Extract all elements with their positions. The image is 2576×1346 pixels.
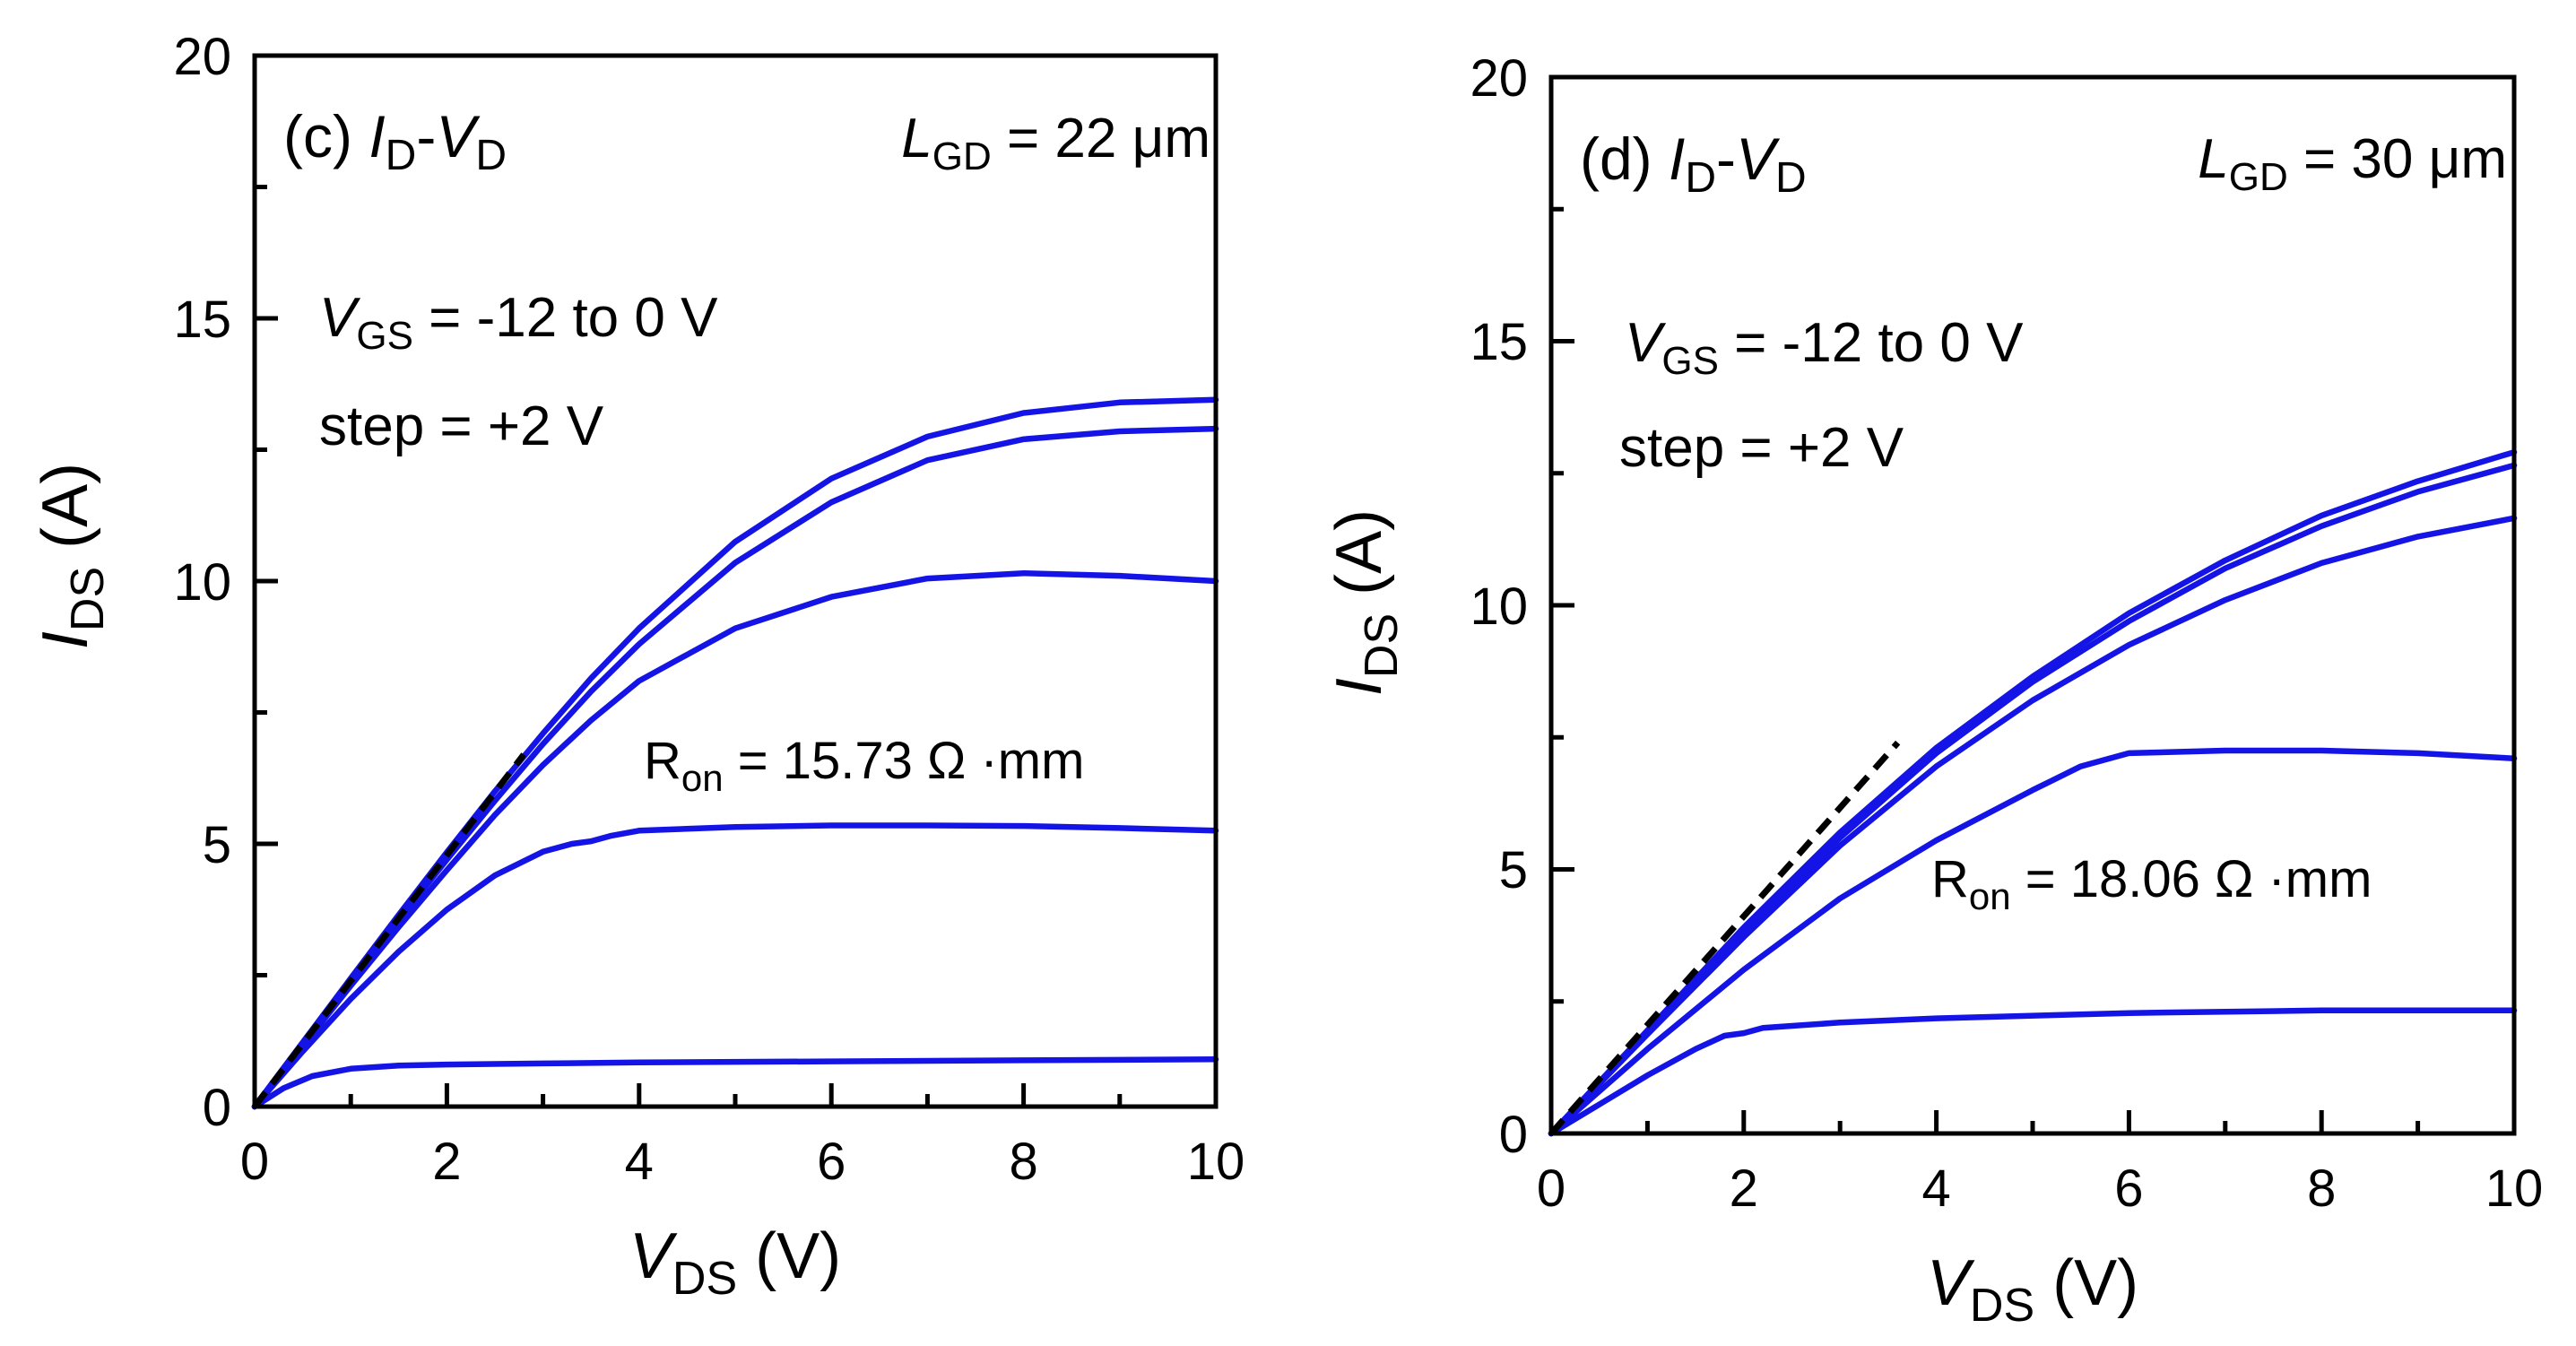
- panel-c-x-tick-label: 10: [1187, 1133, 1245, 1191]
- panel-c-x-axis-label: VDS (V): [629, 1220, 841, 1305]
- panel-d-ticks: [1548, 74, 2517, 1136]
- panel-c-series-line-3: [251, 569, 1219, 1110]
- panel-c-series-line-4: [251, 822, 1219, 1110]
- panel-c-fit-group: [252, 752, 526, 1109]
- panel-d-series-line-4: [1548, 747, 2518, 1137]
- panel-c-vgs-annotation: VGS = -12 to 0 V: [319, 287, 718, 358]
- panel-c-chart: 0 2 4 6 8 10 0 5 10 15 20 VDS (V) IDS (A…: [30, 28, 1245, 1305]
- panel-c-ron-annotation: Ron = 15.73 Ω ·mm: [644, 732, 1084, 799]
- panel-d-series-line-3: [1548, 515, 2518, 1137]
- panel-d-x-tick-label: 4: [1921, 1159, 1950, 1218]
- panel-d-ron-annotation: Ron = 18.06 Ω ·mm: [1931, 850, 2372, 917]
- panel-d-vgs-annotation: VGS = -12 to 0 V: [1625, 312, 2024, 383]
- panel-c-y-axis-label: IDS (A): [30, 463, 114, 649]
- panel-c-series-line-5: [251, 1056, 1219, 1110]
- panel-d-y-tick-label: 0: [1499, 1106, 1528, 1164]
- panel-c-step-annotation: step = +2 V: [319, 395, 604, 457]
- panel-d-curves: [1548, 448, 2518, 1137]
- panel-c-title: (c) ID-VD: [283, 103, 507, 179]
- panel-c-x-tick-label: 0: [240, 1133, 269, 1191]
- panel-d-series-line-2: [1548, 462, 2518, 1137]
- panel-c-x-tick-label: 8: [1009, 1133, 1037, 1191]
- panel-d-series-line-5: [1548, 1007, 2518, 1137]
- panel-c-y-tick-label: 15: [173, 291, 231, 349]
- panel-d-x-axis-label: VDS (V): [1927, 1247, 2138, 1332]
- panel-d-lgd-annotation: LGD = 30 μm: [2198, 128, 2507, 199]
- panel-d-x-tick-label: 2: [1730, 1159, 1758, 1218]
- panel-c-x-tick-label: 6: [817, 1133, 846, 1191]
- panel-c-ticks: [252, 53, 1219, 1109]
- panel-d-x-tick-label: 0: [1537, 1159, 1566, 1218]
- panel-d-y-tick-label: 10: [1470, 577, 1528, 636]
- panel-d-x-tick-label: 8: [2307, 1159, 2336, 1218]
- panel-c-y-tick-label: 10: [173, 553, 231, 612]
- panel-d-title: (d) ID-VD: [1580, 126, 1807, 202]
- panel-c-y-tick-label: 5: [203, 816, 231, 874]
- panel-c-y-tick-label: 0: [203, 1079, 231, 1137]
- panel-d-y-tick-label: 5: [1499, 841, 1528, 899]
- panel-d-y-tick-label: 15: [1470, 313, 1528, 371]
- panel-d-y-tick-label: 20: [1470, 49, 1528, 108]
- panel-d-fit-group: [1548, 740, 1901, 1136]
- panel-d-x-tick-label: 10: [2485, 1159, 2544, 1218]
- panel-c-x-tick-label: 4: [625, 1133, 654, 1191]
- panel-d-ron-fit-line: [1548, 740, 1901, 1136]
- panel-d-y-axis-label: IDS (A): [1323, 509, 1408, 696]
- panel-c-y-tick-label: 20: [173, 28, 231, 86]
- panel-c-x-tick-label: 2: [432, 1133, 461, 1191]
- panel-c-lgd-annotation: LGD = 22 μm: [901, 108, 1210, 178]
- panel-d-chart: 0 2 4 6 8 10 0 5 10 15 20 VDS (V) IDS (A…: [1323, 49, 2543, 1332]
- panel-c-ron-fit-line: [252, 752, 526, 1109]
- panel-d-x-tick-label: 6: [2114, 1159, 2143, 1218]
- panel-d-step-annotation: step = +2 V: [1619, 417, 1904, 479]
